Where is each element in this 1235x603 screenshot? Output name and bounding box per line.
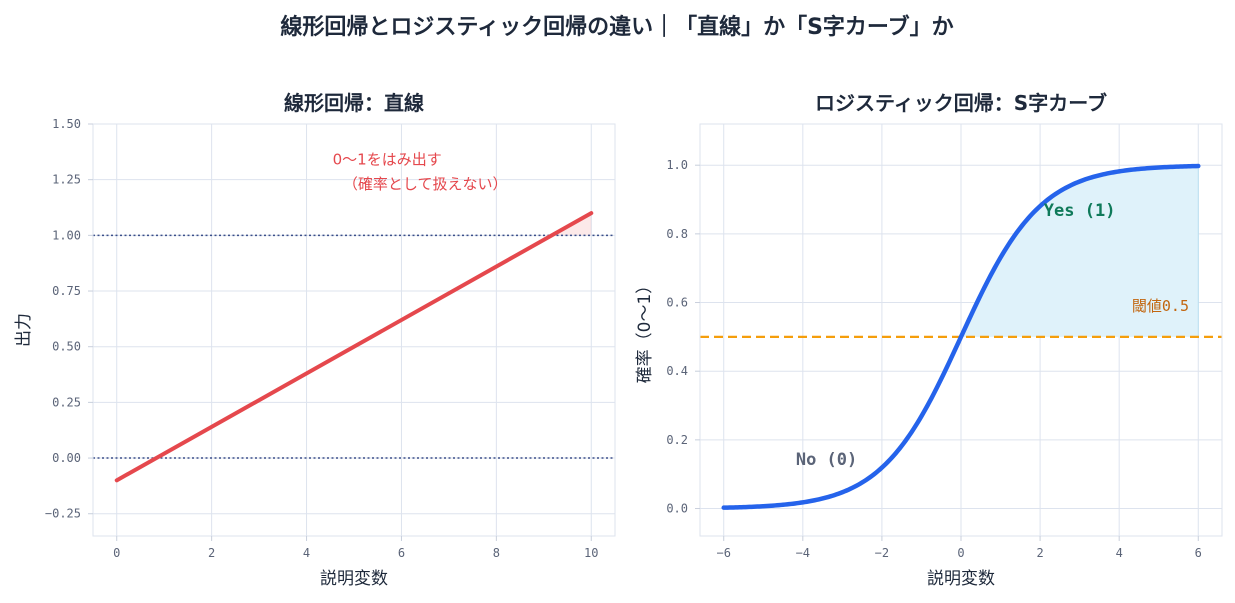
regression-line bbox=[114, 211, 594, 483]
x-tick-label: 0 bbox=[957, 546, 964, 560]
linear-series bbox=[114, 211, 594, 483]
logistic-yes-region-fill bbox=[961, 166, 1199, 337]
y-tick-label: −0.25 bbox=[45, 507, 81, 521]
logistic-x-axis-label: 説明変数 bbox=[927, 569, 995, 589]
x-tick-label: −6 bbox=[717, 546, 731, 560]
y-tick-label: 0.75 bbox=[52, 284, 81, 298]
y-tick-label: 0.4 bbox=[666, 364, 688, 378]
y-tick-label: 1.25 bbox=[52, 173, 81, 187]
y-tick-label: 0.8 bbox=[666, 227, 688, 241]
logistic-y-axis-label: 確率（0〜1） bbox=[635, 277, 655, 384]
y-tick-label: 1.0 bbox=[666, 158, 688, 172]
linear-chart-title: 線形回帰：直線 bbox=[284, 91, 424, 115]
x-tick-label: −2 bbox=[875, 546, 889, 560]
x-tick-label: 2 bbox=[208, 546, 215, 560]
x-tick-label: 4 bbox=[303, 546, 310, 560]
yes-region bbox=[961, 166, 1199, 337]
linear-boundary-lines bbox=[93, 234, 615, 459]
logistic-chart-title: ロジスティック回帰：S字カーブ bbox=[815, 91, 1107, 115]
y-tick-label: 1.50 bbox=[52, 117, 81, 131]
logistic-regression-panel: −6 −4 −2 0 2 4 6 0.0 0.2 0.4 0.6 0.8 1.0 ロジスティック回帰：… bbox=[635, 91, 1223, 589]
linear-y-axis-label: 出力 bbox=[14, 313, 34, 347]
x-tick-label: 10 bbox=[584, 546, 598, 560]
plot-area-border bbox=[92, 123, 616, 537]
y-tick-label: 1.00 bbox=[52, 228, 81, 242]
x-tick-label: −4 bbox=[796, 546, 810, 560]
x-tick-label: 4 bbox=[1116, 546, 1123, 560]
linear-y-ticks: −0.25 0.00 0.25 0.50 0.75 1.00 1.25 1.50 bbox=[45, 117, 93, 521]
x-tick-label: 0 bbox=[113, 546, 120, 560]
y-tick-label: 0.0 bbox=[666, 502, 688, 516]
linear-x-ticks: 0 2 4 6 8 10 bbox=[113, 536, 598, 560]
linear-regression-panel: 0 2 4 6 8 10 −0.25 0.00 0.25 0.50 0.75 1.00 1.25 1.5… bbox=[14, 91, 616, 589]
y-tick-label: 0.50 bbox=[52, 340, 81, 354]
x-tick-label: 6 bbox=[1195, 546, 1202, 560]
x-tick-label: 8 bbox=[493, 546, 500, 560]
threshold-label: 閾値0.5 bbox=[1132, 297, 1189, 315]
x-tick-label: 6 bbox=[398, 546, 405, 560]
y-tick-label: 0.6 bbox=[666, 296, 688, 310]
y-tick-label: 0.00 bbox=[52, 451, 81, 465]
logistic-series bbox=[721, 163, 1201, 510]
y-tick-label: 0.2 bbox=[666, 433, 688, 447]
logistic-x-ticks: −6 −4 −2 0 2 4 6 bbox=[717, 536, 1202, 560]
overflow-annotation-line1: 0〜1をはみ出す bbox=[333, 151, 442, 169]
sigmoid-curve bbox=[721, 163, 1201, 510]
yes-label: Yes (1) bbox=[1044, 201, 1116, 221]
overflow-annotation-line2: （確率として扱えない） bbox=[343, 175, 508, 193]
x-tick-label: 2 bbox=[1036, 546, 1043, 560]
linear-axes-frame bbox=[92, 123, 616, 537]
no-label: No (0) bbox=[796, 450, 857, 470]
figure-title: 線形回帰とロジスティック回帰の違い｜「直線」か「S字カーブ」か bbox=[280, 14, 953, 40]
linear-x-axis-label: 説明変数 bbox=[320, 569, 388, 589]
y-tick-label: 0.25 bbox=[52, 395, 81, 409]
logistic-y-ticks: 0.0 0.2 0.4 0.6 0.8 1.0 bbox=[666, 158, 700, 516]
